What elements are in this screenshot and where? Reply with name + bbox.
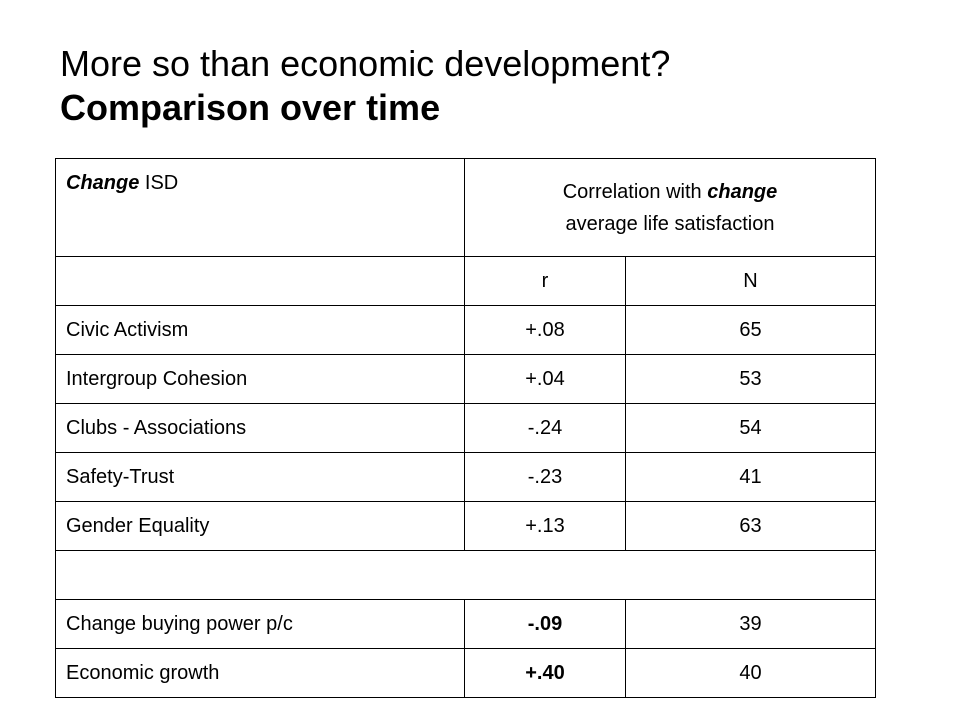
table-row: Change buying power p/c -.09 39 xyxy=(55,599,876,649)
title-line-1: More so than economic development? xyxy=(60,43,671,84)
row-n: 65 xyxy=(625,305,876,355)
row-r: -.23 xyxy=(464,452,626,502)
subheader-n: N xyxy=(625,256,876,306)
header-isd: ISD xyxy=(139,172,179,194)
table-row: Intergroup Cohesion +.04 53 xyxy=(55,354,876,404)
table-row: Safety-Trust -.23 41 xyxy=(55,452,876,502)
row-n: 41 xyxy=(625,452,876,502)
row-r: -.09 xyxy=(464,599,626,649)
title-line-2: Comparison over time xyxy=(60,87,441,128)
row-label: Clubs - Associations xyxy=(55,403,465,453)
table-subheader-row: r N xyxy=(55,256,876,306)
header-change-isd: Change ISD xyxy=(55,158,465,257)
row-r: +.40 xyxy=(464,648,626,698)
header-change-emphasis: Change xyxy=(66,172,140,194)
table-header-row: Change ISD Correlation with change avera… xyxy=(55,158,876,257)
row-label: Intergroup Cohesion xyxy=(55,354,465,404)
row-n: 54 xyxy=(625,403,876,453)
row-r: -.24 xyxy=(464,403,626,453)
row-r: +.08 xyxy=(464,305,626,355)
row-n: 53 xyxy=(625,354,876,404)
row-label: Economic growth xyxy=(55,648,465,698)
spacer-cell xyxy=(55,550,876,600)
subheader-label xyxy=(55,256,465,306)
row-r: +.13 xyxy=(464,501,626,551)
header-corr-emphasis: change xyxy=(707,180,778,203)
table-row: Economic growth +.40 40 xyxy=(55,648,876,698)
row-n: 40 xyxy=(625,648,876,698)
subheader-r: r xyxy=(464,256,626,306)
row-label: Safety-Trust xyxy=(55,452,465,502)
row-n: 39 xyxy=(625,599,876,649)
row-label: Civic Activism xyxy=(55,305,465,355)
table-row: Clubs - Associations -.24 54 xyxy=(55,403,876,453)
row-label: Gender Equality xyxy=(55,501,465,551)
row-n: 63 xyxy=(625,501,876,551)
row-label: Change buying power p/c xyxy=(55,599,465,649)
header-corr-line2: average life satisfaction xyxy=(565,212,775,235)
header-correlation: Correlation with change average life sat… xyxy=(464,158,876,257)
table-row: Gender Equality +.13 63 xyxy=(55,501,876,551)
correlation-table: Change ISD Correlation with change avera… xyxy=(55,158,876,698)
table-row: Civic Activism +.08 65 xyxy=(55,305,876,355)
table-spacer-row xyxy=(55,550,876,600)
header-corr-part1: Correlation with xyxy=(562,180,708,203)
slide-title: More so than economic development? Compa… xyxy=(60,42,670,130)
row-r: +.04 xyxy=(464,354,626,404)
